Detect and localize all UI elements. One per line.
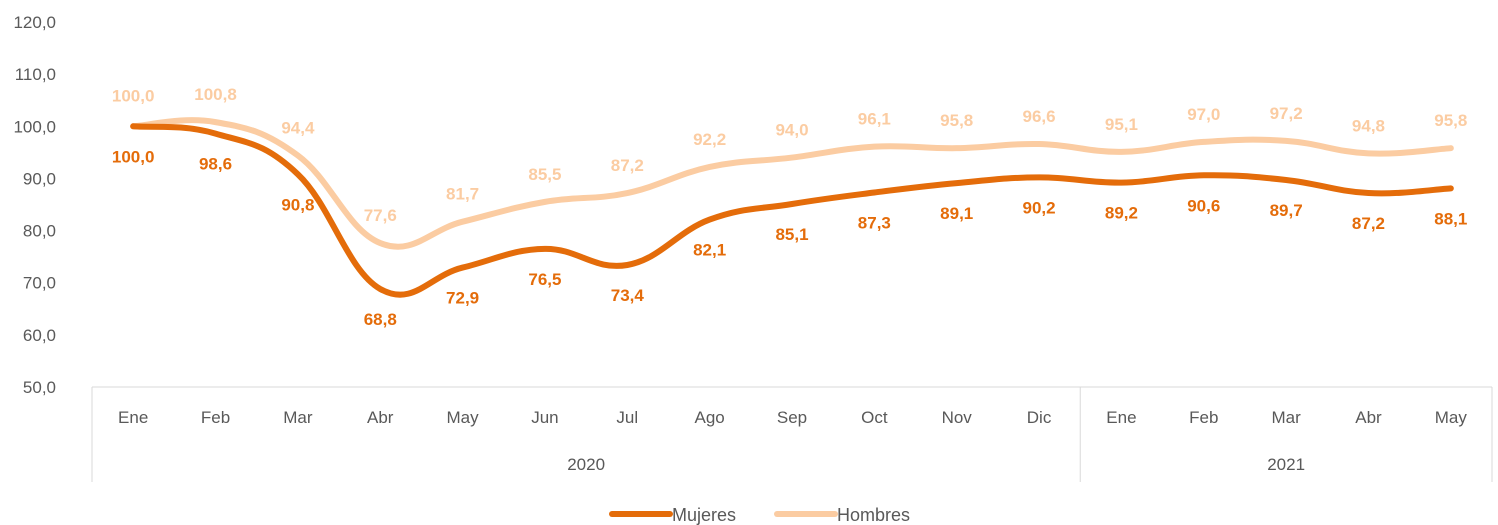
data-label-mujeres: 88,1 <box>1434 209 1467 228</box>
series-line-mujeres <box>130 123 1454 298</box>
data-label-hombres: 94,4 <box>281 118 315 137</box>
x-tick-label: Feb <box>201 408 230 427</box>
data-label-hombres: 97,0 <box>1187 105 1220 124</box>
data-label-hombres: 95,8 <box>1434 111 1467 130</box>
data-label-hombres: 100,0 <box>112 86 155 105</box>
data-label-mujeres: 87,3 <box>858 214 891 233</box>
x-tick-label: Abr <box>1355 408 1382 427</box>
x-tick-label: Feb <box>1189 408 1218 427</box>
data-label-mujeres: 90,8 <box>281 195 314 214</box>
data-label-mujeres: 89,2 <box>1105 204 1138 223</box>
y-tick-label: 120,0 <box>13 13 56 32</box>
data-label-mujeres: 72,9 <box>446 289 479 308</box>
data-label-hombres: 96,6 <box>1023 107 1056 126</box>
x-tick-label: Nov <box>942 408 973 427</box>
data-label-mujeres: 85,1 <box>775 225 808 244</box>
data-label-hombres: 77,6 <box>364 206 397 225</box>
data-label-hombres: 85,5 <box>528 165 561 184</box>
data-label-mujeres: 89,1 <box>940 204 973 223</box>
x-group-label: 2020 <box>567 455 605 474</box>
data-label-mujeres: 90,2 <box>1023 198 1056 217</box>
legend: Mujeres Hombres <box>609 505 910 525</box>
y-axis-ticks: 50,0 60,0 70,0 80,0 90,0 100,0 110,0 120,0 <box>13 13 56 397</box>
x-tick-label: Abr <box>367 408 394 427</box>
y-tick-label: 110,0 <box>15 65 56 84</box>
series-line-hombres <box>130 117 1454 250</box>
data-label-mujeres: 98,6 <box>199 155 232 174</box>
y-tick-label: 50,0 <box>23 378 56 397</box>
x-tick-label: Ene <box>1106 408 1136 427</box>
y-tick-label: 70,0 <box>23 274 56 293</box>
data-label-mujeres: 76,5 <box>528 270 561 289</box>
x-tick-label: Dic <box>1027 408 1052 427</box>
x-axis: 2020 2021 Ene Feb Mar Abr May Jun Jul Ago Sep Oct No… <box>91 386 1493 482</box>
data-label-mujeres: 73,4 <box>611 286 645 305</box>
x-group-label: 2021 <box>1267 455 1305 474</box>
x-tick-label: Jul <box>616 408 638 427</box>
data-label-hombres: 81,7 <box>446 185 479 204</box>
x-tick-label: Mar <box>283 408 313 427</box>
data-label-mujeres: 90,6 <box>1187 196 1220 215</box>
x-tick-label: Sep <box>777 408 807 427</box>
data-label-hombres: 100,8 <box>194 85 237 104</box>
y-tick-label: 100,0 <box>13 117 56 136</box>
legend-label-hombres: Hombres <box>837 505 910 525</box>
x-tick-label: Mar <box>1271 408 1301 427</box>
data-label-mujeres: 68,8 <box>364 310 397 329</box>
data-label-hombres: 94,8 <box>1352 116 1385 135</box>
legend-label-mujeres: Mujeres <box>672 505 736 525</box>
x-tick-label: May <box>1435 408 1468 427</box>
data-label-hombres: 92,2 <box>693 130 726 149</box>
data-labels: 100,0 98,6 90,8 68,8 72,9 76,5 73,4 82,1 85,1 87,… <box>112 85 1467 329</box>
x-tick-label: May <box>447 408 480 427</box>
data-label-hombres: 97,2 <box>1270 104 1303 123</box>
y-tick-label: 80,0 <box>23 222 56 241</box>
data-label-hombres: 96,1 <box>858 110 891 129</box>
data-label-mujeres: 82,1 <box>693 241 726 260</box>
data-label-mujeres: 87,2 <box>1352 214 1385 233</box>
data-label-mujeres: 89,7 <box>1270 201 1303 220</box>
x-tick-label: Jun <box>531 408 558 427</box>
data-label-hombres: 87,2 <box>611 156 644 175</box>
data-label-hombres: 95,1 <box>1105 115 1138 134</box>
y-tick-label: 60,0 <box>23 326 56 345</box>
x-tick-label: Oct <box>861 408 888 427</box>
x-tick-label: Ago <box>695 408 725 427</box>
data-label-mujeres: 100,0 <box>112 147 155 166</box>
data-label-hombres: 94,0 <box>775 121 808 140</box>
data-label-hombres: 95,8 <box>940 111 973 130</box>
series-lines <box>130 117 1454 298</box>
x-tick-label: Ene <box>118 408 148 427</box>
y-tick-label: 90,0 <box>23 169 56 188</box>
